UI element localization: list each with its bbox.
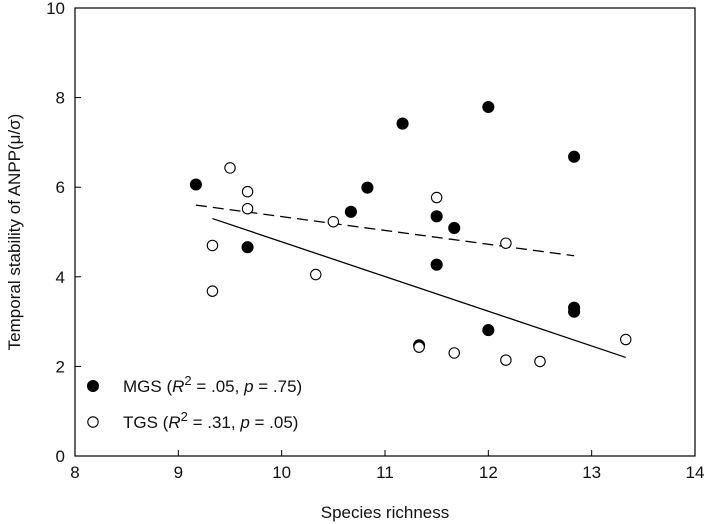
point-mgs <box>482 100 495 114</box>
x-tick-label: 9 <box>174 463 183 482</box>
data-points <box>189 100 632 368</box>
point-tgs <box>310 268 322 281</box>
y-tick-label: 10 <box>46 0 65 18</box>
legend-sup: 2 <box>181 409 188 424</box>
point-tgs <box>500 354 512 366</box>
legend-mid: = .31, <box>188 413 240 432</box>
legend-marker-mgs <box>86 379 100 393</box>
legend-mid: = .05, <box>192 377 244 396</box>
fit-line-tgs <box>212 217 626 359</box>
point-mgs <box>568 150 581 163</box>
legend-r: R <box>172 377 184 396</box>
point-mgs <box>189 178 202 191</box>
x-tick-label: 8 <box>70 463 79 482</box>
x-tick-label: 14 <box>686 463 705 482</box>
legend-marker-tgs <box>87 416 99 428</box>
point-tgs <box>500 237 512 249</box>
point-tgs <box>206 285 219 297</box>
x-tick-label: 13 <box>582 463 601 482</box>
point-tgs <box>206 239 219 252</box>
x-tick-label: 10 <box>272 463 291 482</box>
fit-lines <box>195 204 626 359</box>
fit-line-mgs <box>195 204 575 257</box>
y-axis-title: Temporal stability of ANPP(μ/σ) <box>5 114 24 351</box>
y-tick-label: 4 <box>56 268 65 287</box>
point-tgs <box>448 347 460 359</box>
legend-p: p <box>239 413 249 432</box>
point-mgs <box>482 324 495 337</box>
point-tgs <box>534 355 546 368</box>
legend-prefix: MGS ( <box>123 377 172 396</box>
point-tgs <box>241 185 254 198</box>
y-tick-label: 0 <box>56 447 65 466</box>
point-mgs <box>396 117 409 130</box>
legend-p: p <box>243 377 253 396</box>
legend-label-mgs: MGS (R2 = .05, p = .75) <box>123 373 302 396</box>
point-mgs <box>430 258 443 271</box>
point-tgs <box>327 215 340 228</box>
point-tgs <box>413 341 425 353</box>
y-tick-label: 6 <box>56 178 65 197</box>
point-mgs <box>568 305 581 318</box>
point-tgs <box>241 202 254 215</box>
point-mgs <box>344 205 357 218</box>
point-tgs <box>224 162 236 174</box>
x-axis-title: Species richness <box>321 503 450 522</box>
point-mgs <box>361 181 374 194</box>
x-tick-label: 12 <box>479 463 498 482</box>
axes: 8 9 10 11 12 13 14 0 2 4 6 8 10 <box>46 0 704 482</box>
point-tgs <box>430 191 443 204</box>
legend: MGS (R2 = .05, p = .75)TGS (R2 = .31, p … <box>86 373 302 432</box>
legend-prefix: TGS ( <box>123 413 169 432</box>
legend-suffix: = .75) <box>254 377 303 396</box>
y-tick-label: 2 <box>56 357 65 376</box>
y-tick-label: 8 <box>56 89 65 108</box>
legend-r: R <box>168 413 180 432</box>
legend-sup: 2 <box>184 373 191 388</box>
point-mgs <box>241 241 254 254</box>
legend-label-tgs: TGS (R2 = .31, p = .05) <box>123 409 298 432</box>
x-tick-label: 11 <box>376 463 394 482</box>
point-mgs <box>430 210 443 223</box>
legend-suffix: = .05) <box>250 413 299 432</box>
point-tgs <box>620 333 632 346</box>
point-mgs <box>448 221 461 235</box>
